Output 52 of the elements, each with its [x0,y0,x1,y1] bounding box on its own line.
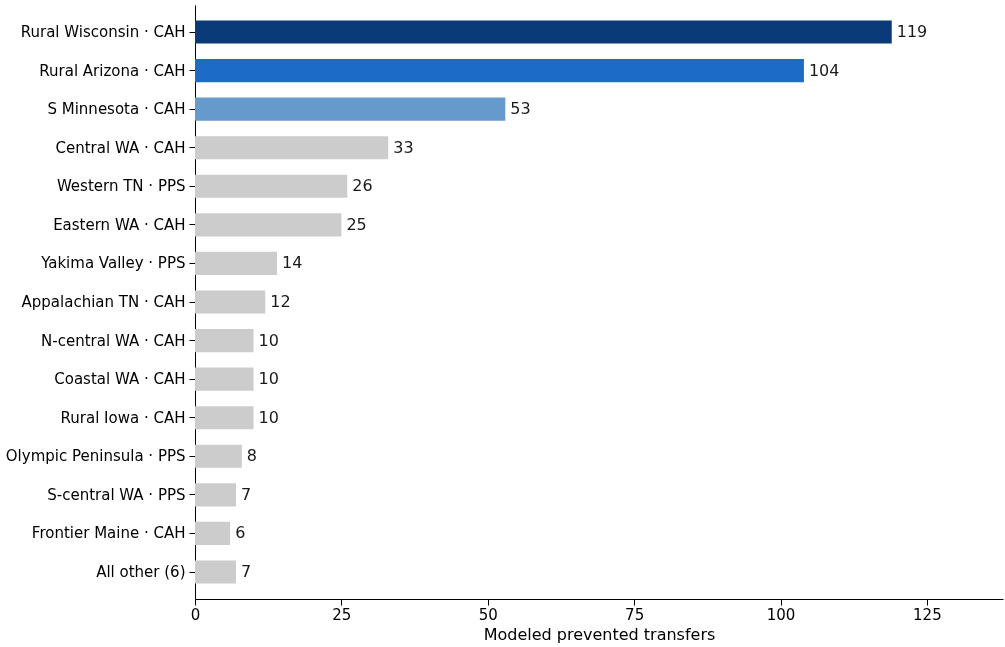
data-label: 119 [896,22,928,41]
bar [195,329,254,353]
data-label: 10 [258,330,279,350]
x-tick-label: 100 [766,605,796,624]
bar [195,483,236,507]
y-tick-label: Western TN · PPS [56,177,186,196]
bar [195,406,254,430]
x-axis-title: Modeled prevented transfers [483,624,716,644]
data-label: 8 [246,446,258,466]
y-tick-label: Eastern WA · CAH [53,215,186,234]
y-tick-label: Rural Wisconsin · CAH [20,23,186,41]
x-tick-label: 125 [913,605,942,624]
y-tick-label: S-central WA · PPS [47,485,186,504]
data-label: 6 [235,523,246,543]
data-label: 12 [270,292,291,311]
y-tick-label: Yakima Valley · PPS [40,254,186,273]
data-label: 14 [281,253,303,273]
bar [195,560,236,584]
x-tick-label: 50 [478,605,498,624]
y-tick-label: S Minnesota · CAH [47,100,186,119]
data-label: 53 [510,99,531,119]
bar [195,367,254,391]
data-label: 25 [346,214,367,234]
x-tick-label: 0 [190,605,201,624]
bar [195,20,892,44]
y-tick-label: Rural Arizona · CAH [39,61,186,80]
bar [195,290,266,314]
y-tick-label: Olympic Peninsula · PPS [5,447,186,466]
y-tick-label: N-central WA · CAH [41,331,186,350]
data-label: 7 [240,562,252,581]
bar [195,251,277,275]
data-label: 7 [240,484,252,504]
y-tick-label: Appalachian TN · CAH [21,293,186,311]
y-tick-label: Rural Iowa · CAH [60,408,186,427]
bar [195,174,348,198]
bar [195,97,506,121]
y-tick-label: Central WA · CAH [55,138,186,157]
data-label: 26 [352,176,373,196]
bar [195,444,242,468]
y-tick-label: Coastal WA · CAH [54,370,186,389]
bar [195,213,342,237]
bar [195,521,231,545]
data-label: 10 [258,369,279,389]
data-label: 104 [808,60,840,80]
x-tick-label: 75 [625,605,645,624]
data-label: 33 [393,137,414,157]
y-tick-label: All other (6) [96,563,186,581]
y-tick-label: Frontier Maine · CAH [31,524,186,543]
bar [195,136,389,160]
data-label: 10 [258,407,279,427]
x-tick-label: 25 [332,605,352,624]
bar [195,59,804,83]
